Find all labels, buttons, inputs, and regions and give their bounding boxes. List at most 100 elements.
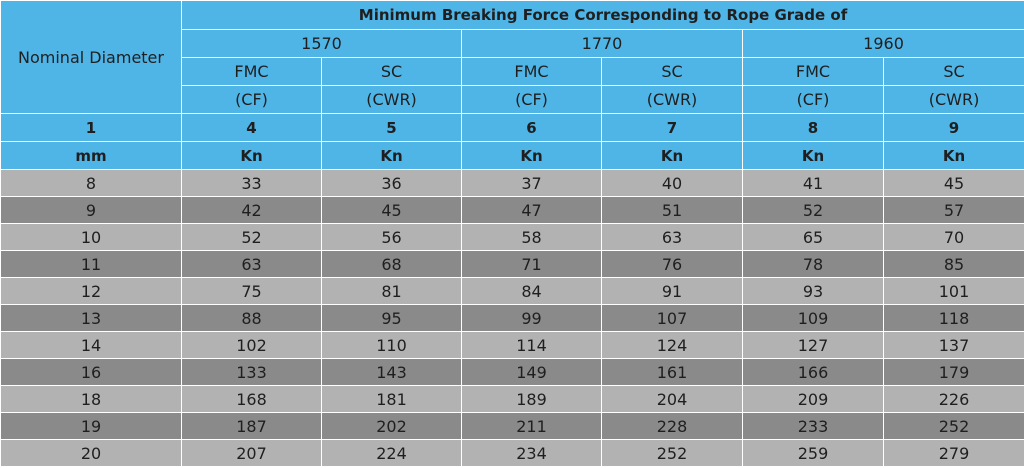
force-value-cell: 109 [742,304,884,332]
force-value-cell: 84 [461,277,602,305]
code-cwr-1770: (CWR) [601,85,743,114]
force-value-cell: 179 [882,358,1024,386]
force-value-cell: 81 [321,277,462,305]
force-value-cell: 42 [181,196,322,224]
force-value-cell: 252 [601,439,743,467]
force-value-cell: 226 [882,385,1024,413]
force-value-cell: 41 [742,169,884,197]
table-body: 8 33 36 37 40 41 45 9 42 45 47 51 52 57 10 52 56 58 63 65 70… [0,169,1024,467]
column-number: 5 [321,113,462,142]
force-value-cell: 45 [321,196,462,224]
force-value-cell: 71 [461,250,602,278]
table-title: Minimum Breaking Force Corresponding to … [180,0,1024,30]
force-value-cell: 204 [601,385,743,413]
column-number: 4 [181,113,322,142]
code-cwr-1570: (CWR) [321,85,462,114]
force-value-cell: 76 [601,250,743,278]
force-value-cell: 127 [742,331,884,359]
force-value-cell: 33 [181,169,322,197]
column-number: 7 [601,113,743,142]
force-value-cell: 228 [601,412,743,440]
force-value-cell: 124 [601,331,743,359]
force-value-cell: 63 [181,250,322,278]
table-row: 16 133 143 149 161 166 179 [0,358,1024,386]
table-row: 19 187 202 211 228 233 252 [0,412,1024,440]
force-value-cell: 143 [321,358,462,386]
code-cf-1570: (CF) [181,85,322,114]
force-value-cell: 51 [601,196,743,224]
force-value-cell: 99 [461,304,602,332]
force-value-cell: 209 [742,385,884,413]
force-value-cell: 63 [601,223,743,251]
nominal-diameter-header: Nominal Diameter [0,0,182,114]
table-row: 20 207 224 234 252 259 279 [0,439,1024,467]
force-value-cell: 95 [321,304,462,332]
force-value-cell: 88 [181,304,322,332]
diameter-cell: 11 [0,250,182,278]
force-value-cell: 75 [181,277,322,305]
force-value-cell: 234 [461,439,602,467]
column-number: 9 [882,113,1024,142]
grade-1570: 1570 [181,29,462,58]
diameter-cell: 20 [0,439,182,467]
force-value-cell: 166 [742,358,884,386]
force-value-cell: 40 [601,169,743,197]
column-number: 6 [461,113,602,142]
force-value-cell: 202 [321,412,462,440]
force-value-cell: 211 [461,412,602,440]
code-cf-1770: (CF) [461,85,602,114]
unit-label: Kn [882,141,1024,170]
force-value-cell: 47 [461,196,602,224]
force-value-cell: 233 [742,412,884,440]
table-row: 12 75 81 84 91 93 101 [0,277,1024,305]
force-value-cell: 93 [742,277,884,305]
force-value-cell: 36 [321,169,462,197]
force-value-cell: 85 [882,250,1024,278]
grade-1770: 1770 [461,29,743,58]
force-value-cell: 101 [882,277,1024,305]
force-value-cell: 187 [181,412,322,440]
force-value-cell: 149 [461,358,602,386]
table-row: 9 42 45 47 51 52 57 [0,196,1024,224]
force-value-cell: 56 [321,223,462,251]
unit-label: Kn [181,141,322,170]
force-value-cell: 207 [181,439,322,467]
table-row: 11 63 68 71 76 78 85 [0,250,1024,278]
force-value-cell: 279 [882,439,1024,467]
diameter-cell: 12 [0,277,182,305]
column-number: 1 [0,113,182,142]
unit-label: Kn [321,141,462,170]
type-sc-1770: SC [601,57,743,86]
force-value-cell: 118 [882,304,1024,332]
force-value-cell: 68 [321,250,462,278]
diameter-cell: 8 [0,169,182,197]
force-value-cell: 58 [461,223,602,251]
diameter-cell: 18 [0,385,182,413]
type-fmc-1770: FMC [461,57,602,86]
force-value-cell: 133 [181,358,322,386]
force-value-cell: 252 [882,412,1024,440]
unit-label: Kn [742,141,884,170]
unit-label: mm [0,141,182,170]
force-value-cell: 102 [181,331,322,359]
force-value-cell: 52 [742,196,884,224]
column-number: 8 [742,113,884,142]
type-sc-1960: SC [882,57,1024,86]
force-value-cell: 52 [181,223,322,251]
table-row: 18 168 181 189 204 209 226 [0,385,1024,413]
table-row: 10 52 56 58 63 65 70 [0,223,1024,251]
force-value-cell: 57 [882,196,1024,224]
force-value-cell: 107 [601,304,743,332]
force-value-cell: 37 [461,169,602,197]
force-value-cell: 78 [742,250,884,278]
force-value-cell: 45 [882,169,1024,197]
table-row: 14 102 110 114 124 127 137 [0,331,1024,359]
diameter-cell: 19 [0,412,182,440]
force-value-cell: 181 [321,385,462,413]
diameter-cell: 13 [0,304,182,332]
diameter-cell: 14 [0,331,182,359]
force-value-cell: 114 [461,331,602,359]
unit-label: Kn [461,141,602,170]
type-sc-1570: SC [321,57,462,86]
